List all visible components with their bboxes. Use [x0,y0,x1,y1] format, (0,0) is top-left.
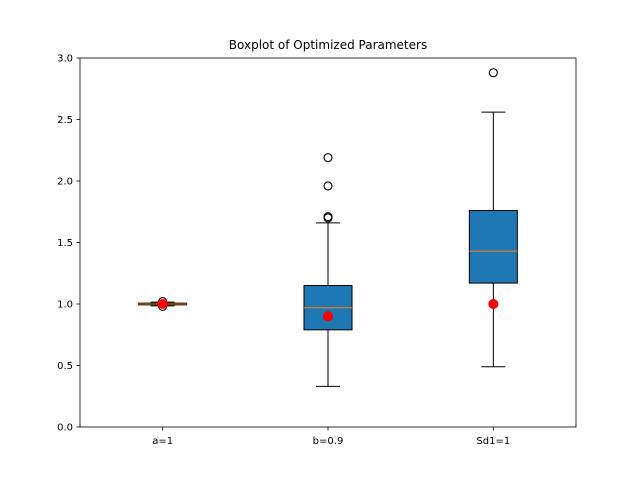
outlier-point [323,212,333,222]
outlier-point [323,181,333,191]
y-tick-label: 2.5 [57,115,73,126]
plot-area [138,68,518,387]
chart-title: Boxplot of Optimized Parameters [229,38,427,52]
outlier-point [323,153,333,163]
box-group [138,296,188,312]
y-tick-label: 3.0 [57,54,73,65]
box-group [468,68,518,368]
outlier-point [488,68,498,78]
box-group [303,153,353,387]
true-value-marker [488,299,499,309]
y-tick-label: 1.0 [57,300,73,311]
true-value-marker [323,311,333,322]
x-tick-label: b=0.9 [313,436,344,447]
y-tick-label: 0.5 [57,361,73,372]
x-tick-label: Sd1=1 [476,436,510,447]
y-tick-label: 1.5 [57,238,73,249]
x-tick-label: a=1 [152,436,173,447]
true-value-marker [157,299,168,309]
y-tick-label: 0.0 [57,423,73,434]
y-tick-label: 2.0 [57,177,73,188]
box-iqr [468,210,518,284]
axes: a=1 b=0.9 Sd1=1 0.0 0.5 1.0 1.5 2.0 2.5 3.0 [57,54,510,448]
